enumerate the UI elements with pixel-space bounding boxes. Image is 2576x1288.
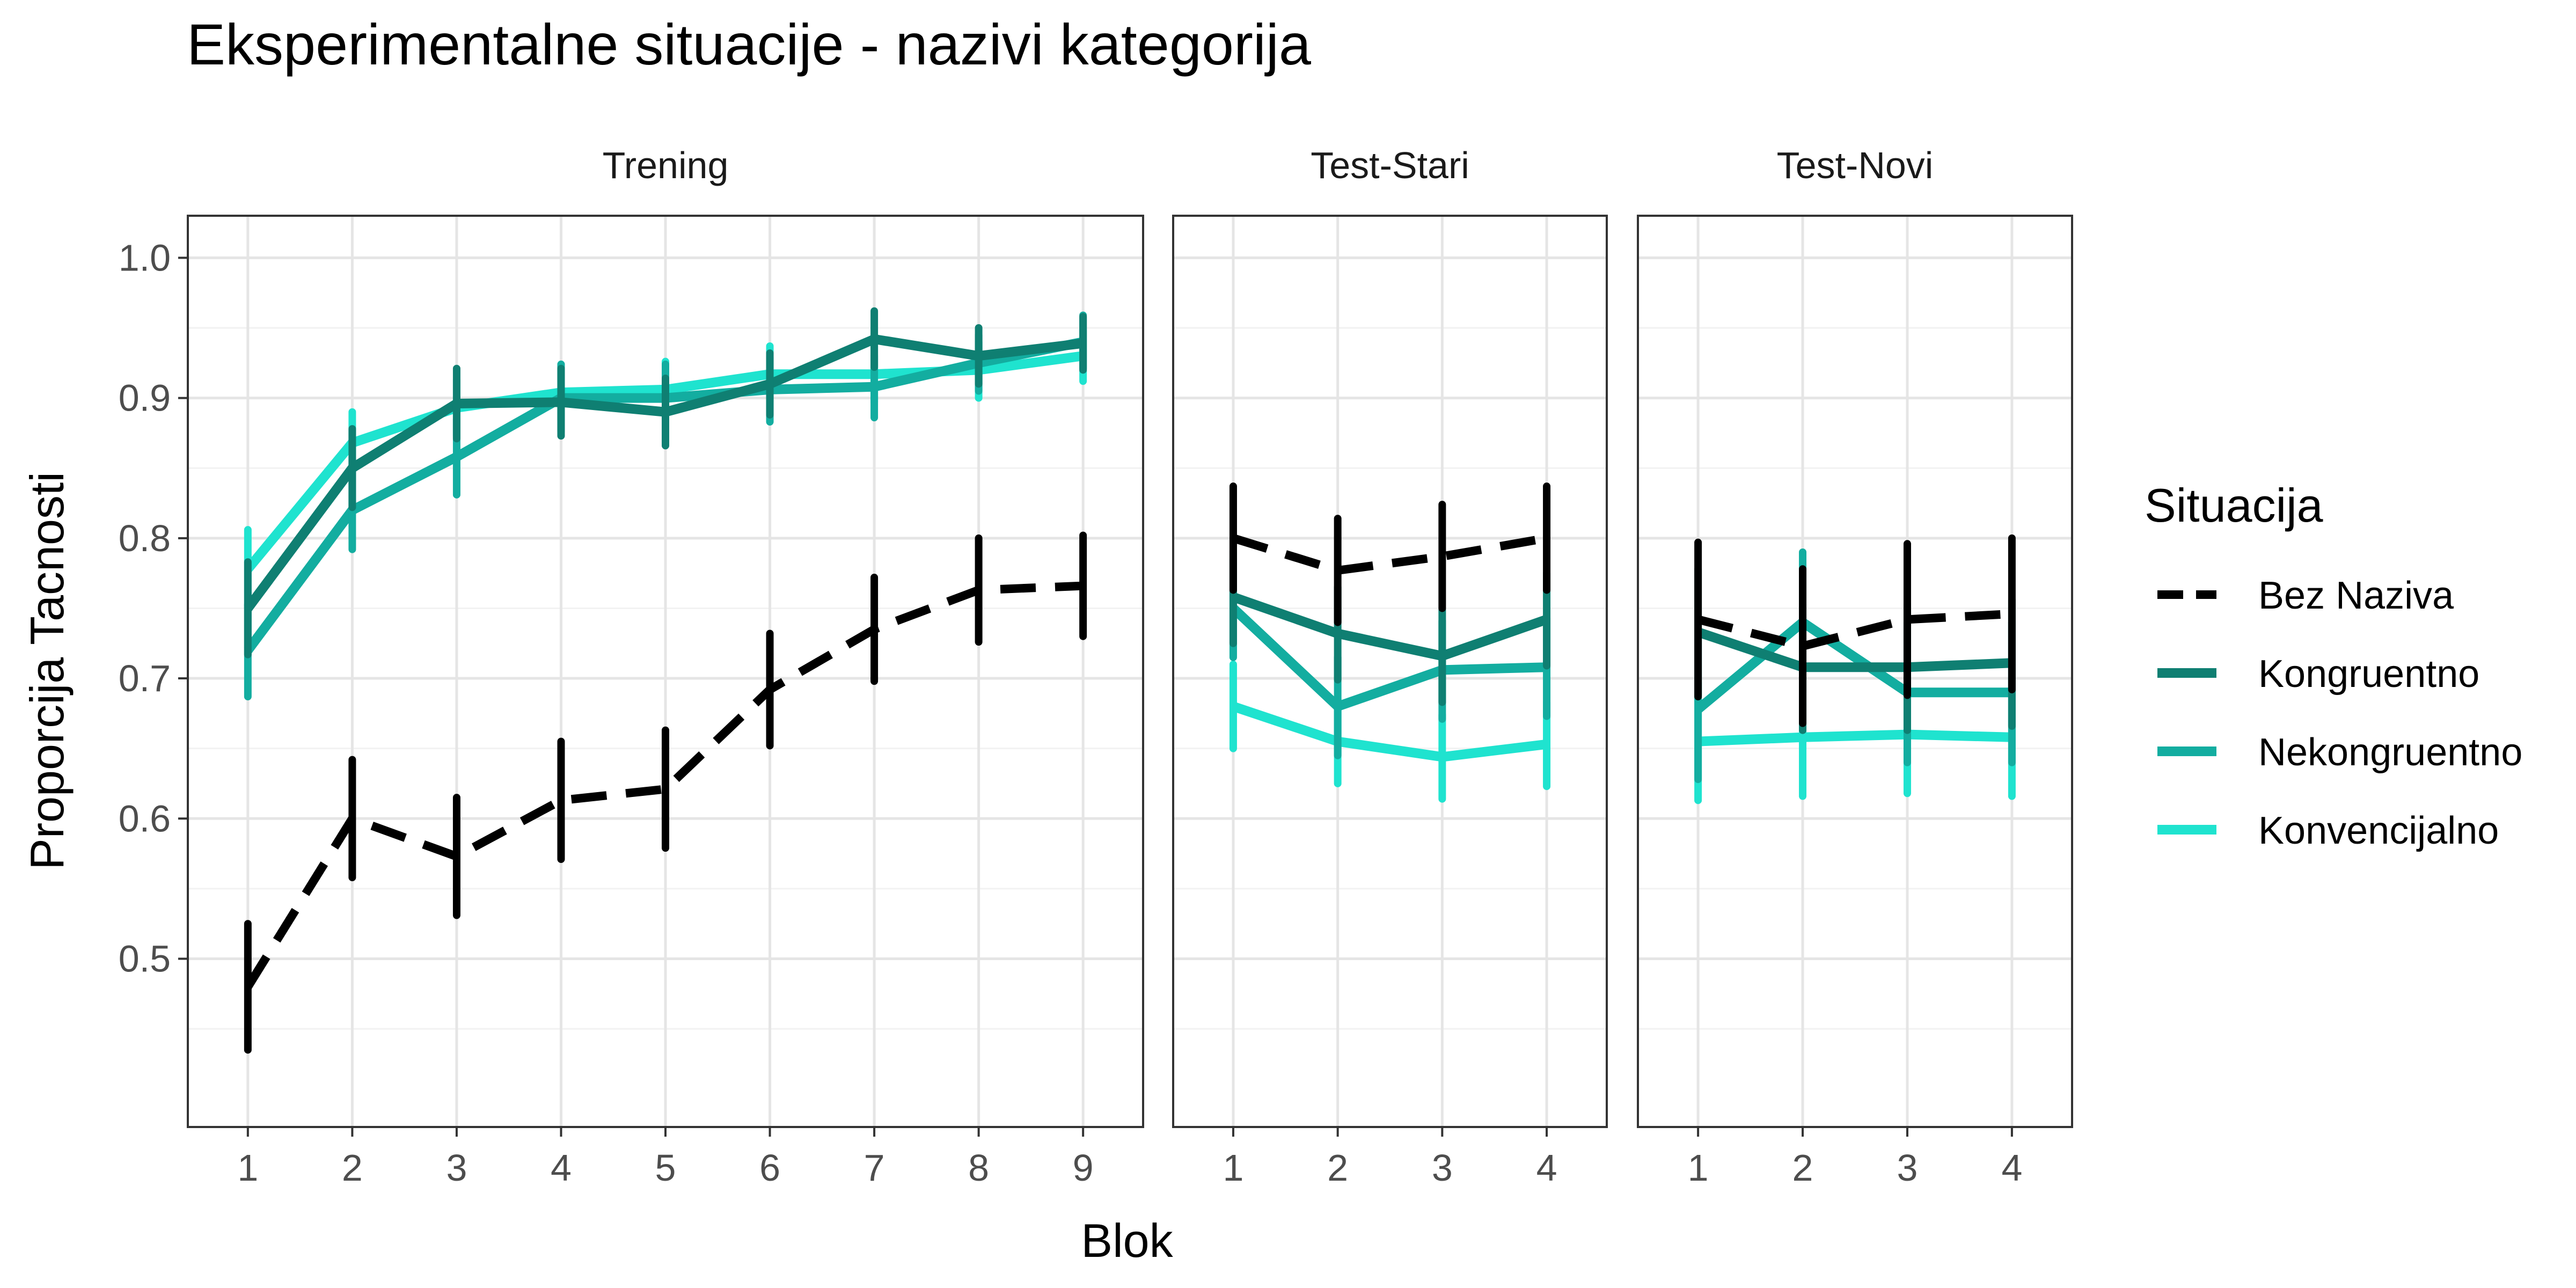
x-tick-label: 6 <box>759 1147 780 1189</box>
x-tick-label: 3 <box>446 1147 467 1189</box>
facet-strip-label: Test-Stari <box>1311 144 1469 186</box>
legend-label: Kongruentno <box>2258 653 2479 696</box>
panel-border <box>1637 215 2073 1128</box>
panel-test-stari: Test-Stari 1 2 3 4 <box>1172 144 1608 1189</box>
series-line <box>1697 729 2012 747</box>
legend-title: Situacija <box>2145 479 2323 532</box>
legend-label: Nekongruentno <box>2258 731 2522 774</box>
legend-entry: Konvencijalno <box>2157 809 2499 852</box>
facet-strip-label: Test-Novi <box>1777 144 1934 186</box>
legend-label: Konvencijalno <box>2258 809 2499 852</box>
legend-entry: Bez Naziva <box>2157 574 2454 617</box>
legend-entry: Kongruentno <box>2157 653 2479 696</box>
x-tick-label: 4 <box>2001 1147 2022 1189</box>
series-line <box>1695 617 2012 713</box>
series-line <box>1696 627 2012 672</box>
x-tick-label: 3 <box>1897 1147 1918 1189</box>
y-tick-label: 0.6 <box>119 797 171 839</box>
x-tick-label: 2 <box>1327 1147 1348 1189</box>
panel-border <box>1172 215 1608 1128</box>
x-tick-label: 2 <box>342 1147 363 1189</box>
x-tick-label: 1 <box>237 1147 258 1189</box>
series-bez-naziva <box>244 531 1087 1054</box>
series-line <box>1230 604 1547 712</box>
legend: Situacija Bez Naziva Kongruentno Nekongrue… <box>2145 479 2522 852</box>
series-line <box>1232 592 1548 661</box>
legend-label: Bez Naziva <box>2258 574 2454 617</box>
series-kongruentno <box>244 307 1087 658</box>
x-tick-label: 7 <box>864 1147 885 1189</box>
y-tick-label: 0.5 <box>119 938 171 980</box>
y-tick-label: 0.7 <box>119 657 171 699</box>
facet-panels: Trening 1 2 3 4 5 6 7 8 9 0.5 0.6 0.7 0.8 0.9 1.0 Test-S… <box>119 144 2073 1189</box>
series-bez-naziva <box>1229 482 1551 626</box>
panel-trening: Trening 1 2 3 4 5 6 7 8 9 0.5 0.6 0.7 0.8 0.9 1.0 <box>119 144 1144 1189</box>
chart-title: Eksperimentalne situacije - nazivi kateg… <box>187 12 1312 77</box>
x-tick-label: 3 <box>1432 1147 1453 1189</box>
series-line <box>1232 701 1548 762</box>
panel-test-novi: Test-Novi 1 2 3 4 <box>1637 144 2073 1189</box>
x-tick-label: 5 <box>655 1147 676 1189</box>
series-line <box>244 581 1084 990</box>
x-tick-label: 2 <box>1792 1147 1813 1189</box>
y-tick-label: 1.0 <box>119 237 171 279</box>
x-tick-label: 1 <box>1223 1147 1243 1189</box>
x-tick-label: 9 <box>1073 1147 1094 1189</box>
facet-strip-label: Trening <box>603 144 729 186</box>
series-bez-naziva <box>1694 534 2016 727</box>
x-axis-label: Blok <box>1081 1214 1173 1267</box>
y-tick-label: 0.8 <box>119 517 171 559</box>
x-tick-label: 8 <box>968 1147 989 1189</box>
x-tick-label: 4 <box>551 1147 572 1189</box>
y-axis-label: Proporcija Tacnosti <box>20 472 74 870</box>
legend-entry: Nekongruentno <box>2157 731 2522 774</box>
x-tick-label: 1 <box>1688 1147 1709 1189</box>
x-tick-label: 4 <box>1536 1147 1557 1189</box>
y-tick-label: 0.9 <box>119 377 171 419</box>
